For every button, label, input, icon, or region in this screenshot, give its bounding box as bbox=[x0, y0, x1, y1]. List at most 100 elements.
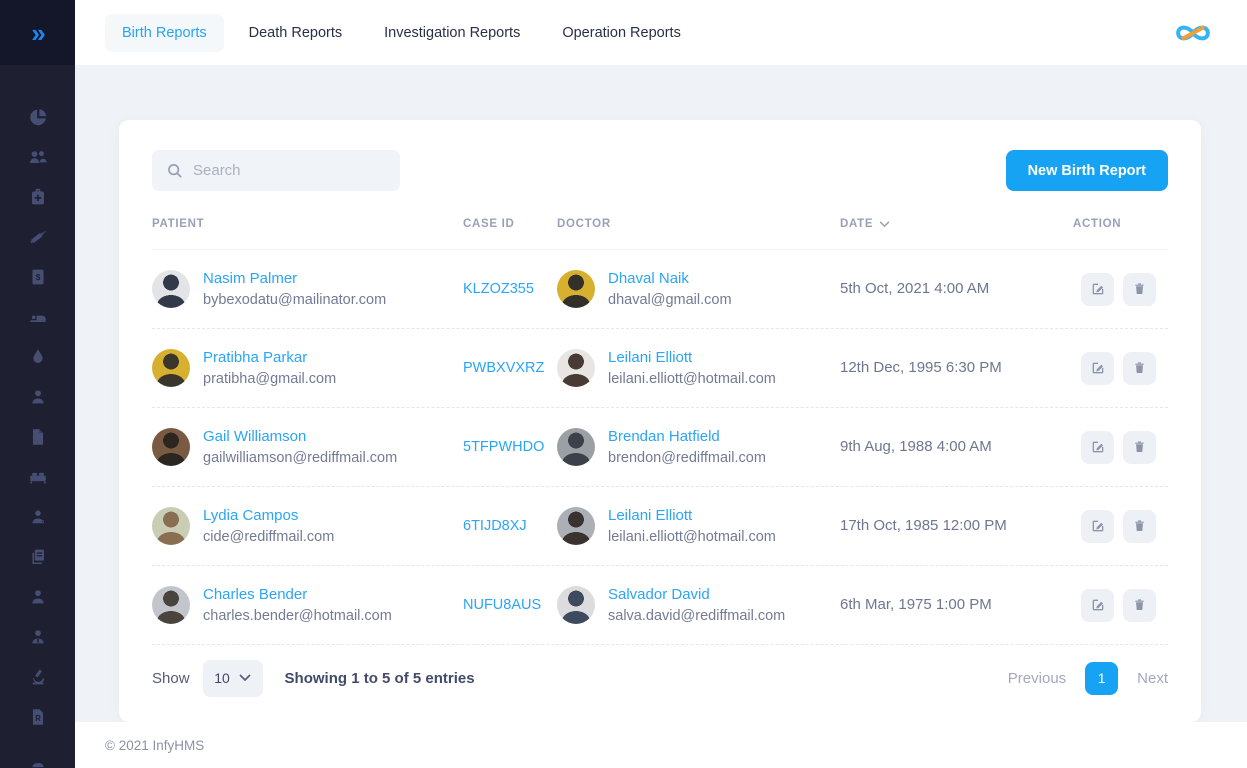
sidebar-item-blood-drop[interactable] bbox=[27, 346, 49, 368]
doctor-cell: Dhaval Naik dhaval@gmail.com bbox=[557, 270, 840, 308]
chevron-down-icon bbox=[239, 674, 251, 681]
patient-name[interactable]: Pratibha Parkar bbox=[203, 349, 308, 366]
table-row: Charles Bender charles.bender@hotmail.co… bbox=[152, 566, 1168, 645]
column-header-patient: PATIENT bbox=[152, 218, 205, 230]
search-input[interactable] bbox=[193, 162, 386, 179]
doctor-email: dhaval@gmail.com bbox=[608, 292, 732, 308]
sidebar-item-medical-kit[interactable] bbox=[27, 186, 49, 208]
doctor-cell: Salvador David salva.david@rediffmail.co… bbox=[557, 586, 840, 624]
report-date: 17th Oct, 1985 12:00 PM bbox=[840, 517, 1007, 534]
column-header-doctor: DOCTOR bbox=[557, 218, 611, 230]
radiology-icon bbox=[32, 762, 43, 768]
tab-operation-reports[interactable]: Operation Reports bbox=[562, 24, 681, 41]
tab-birth-reports[interactable]: Birth Reports bbox=[105, 13, 224, 52]
new-birth-report-button[interactable]: New Birth Report bbox=[1005, 150, 1168, 191]
sidebar-item-invoice[interactable]: $ bbox=[27, 266, 49, 288]
sidebar-item-staff[interactable] bbox=[27, 626, 49, 648]
trash-icon bbox=[1135, 283, 1144, 294]
row-actions bbox=[1073, 588, 1168, 622]
page-number-button[interactable]: 1 bbox=[1085, 661, 1119, 695]
patient-name[interactable]: Charles Bender bbox=[203, 586, 308, 603]
copyright-text: © 2021 InfyHMS bbox=[105, 737, 205, 753]
tab-investigation-reports[interactable]: Investigation Reports bbox=[384, 24, 521, 41]
search-icon bbox=[168, 164, 182, 178]
sidebar-item-users[interactable] bbox=[27, 146, 49, 168]
users-icon bbox=[29, 151, 47, 163]
patient-name[interactable]: Gail Williamson bbox=[203, 428, 307, 445]
table-row: Pratibha Parkar pratibha@gmail.com PWBXV… bbox=[152, 329, 1168, 408]
patient-info: Nasim Palmer bybexodatu@mailinator.com bbox=[203, 270, 386, 308]
sidebar-item-document[interactable] bbox=[27, 426, 49, 448]
sidebar-expand-icon[interactable]: » bbox=[31, 17, 46, 48]
patient-name[interactable]: Lydia Campos bbox=[203, 507, 299, 524]
case-id[interactable]: PWBXVXRZ bbox=[463, 360, 545, 376]
search-box bbox=[152, 150, 400, 191]
case-id[interactable]: 5TFPWHDO bbox=[463, 439, 545, 455]
patient-name[interactable]: Nasim Palmer bbox=[203, 270, 298, 287]
patient-info: Charles Bender charles.bender@hotmail.co… bbox=[203, 586, 392, 624]
previous-page-link[interactable]: Previous bbox=[1007, 669, 1067, 687]
svg-text:R: R bbox=[35, 714, 41, 723]
patient-cell: Charles Bender charles.bender@hotmail.co… bbox=[152, 586, 463, 624]
table-body: Nasim Palmer bybexodatu@mailinator.com K… bbox=[152, 250, 1168, 645]
patient-info: Lydia Campos cide@rediffmail.com bbox=[203, 507, 334, 545]
sidebar: » $ R bbox=[0, 0, 75, 768]
edit-icon bbox=[1092, 441, 1103, 453]
edit-button[interactable] bbox=[1081, 351, 1114, 385]
sidebar-item-prescription[interactable]: R bbox=[27, 706, 49, 728]
edit-button[interactable] bbox=[1081, 588, 1114, 622]
case-id[interactable]: KLZOZ355 bbox=[463, 281, 534, 297]
delete-button[interactable] bbox=[1123, 272, 1156, 306]
doctor-info: Salvador David salva.david@rediffmail.co… bbox=[608, 586, 785, 624]
doctor-name[interactable]: Salvador David bbox=[608, 586, 710, 603]
doctor-avatar bbox=[557, 586, 595, 624]
doctor-name[interactable]: Leilani Elliott bbox=[608, 507, 693, 524]
edit-button[interactable] bbox=[1081, 272, 1114, 306]
pager: Previous 1 Next bbox=[1007, 661, 1168, 695]
table-row: Lydia Campos cide@rediffmail.com 6TIJD8X… bbox=[152, 487, 1168, 566]
entries-summary: Showing 1 to 5 of 5 entries bbox=[284, 669, 475, 687]
sidebar-item-pie-chart[interactable] bbox=[27, 106, 49, 128]
tab-death-reports[interactable]: Death Reports bbox=[248, 24, 343, 41]
patient-icon bbox=[31, 590, 44, 604]
doctor-name[interactable]: Dhaval Naik bbox=[608, 270, 689, 287]
show-label: Show bbox=[152, 669, 190, 687]
sidebar-item-documents[interactable] bbox=[27, 546, 49, 568]
column-header-date[interactable]: DATE bbox=[840, 218, 1065, 230]
sidebar-item-doctor[interactable] bbox=[27, 506, 49, 528]
delete-button[interactable] bbox=[1123, 588, 1156, 622]
doctor-avatar bbox=[557, 349, 595, 387]
delete-button[interactable] bbox=[1123, 509, 1156, 543]
doctor-email: leilani.elliott@hotmail.com bbox=[608, 529, 776, 545]
delete-button[interactable] bbox=[1123, 430, 1156, 464]
microscope-icon bbox=[32, 669, 44, 685]
next-page-link[interactable]: Next bbox=[1137, 669, 1168, 687]
case-id[interactable]: NUFU8AUS bbox=[463, 597, 542, 613]
edit-button[interactable] bbox=[1081, 430, 1114, 464]
edit-icon bbox=[1092, 362, 1103, 374]
edit-icon bbox=[1092, 520, 1103, 532]
page-size-select[interactable]: 10 bbox=[202, 659, 263, 697]
case-id[interactable]: 6TIJD8XJ bbox=[463, 518, 527, 534]
sidebar-item-nurse[interactable] bbox=[27, 386, 49, 408]
table-header-row: PATIENT CASE ID DOCTOR DATE ACTION bbox=[152, 218, 1168, 250]
doctor-name[interactable]: Leilani Elliott bbox=[608, 349, 693, 366]
sidebar-item-double-bed[interactable] bbox=[27, 466, 49, 488]
sidebar-item-microscope[interactable] bbox=[27, 666, 49, 688]
sidebar-item-syringe[interactable] bbox=[27, 226, 49, 248]
patient-avatar bbox=[152, 270, 190, 308]
edit-button[interactable] bbox=[1081, 509, 1114, 543]
patient-cell: Lydia Campos cide@rediffmail.com bbox=[152, 507, 463, 545]
svg-text:$: $ bbox=[35, 273, 40, 282]
delete-button[interactable] bbox=[1123, 351, 1156, 385]
sidebar-item-bed[interactable] bbox=[27, 306, 49, 328]
document-icon bbox=[32, 429, 43, 445]
sidebar-item-patient[interactable] bbox=[27, 586, 49, 608]
sort-chevron-icon bbox=[880, 221, 890, 227]
sidebar-item-radiology[interactable] bbox=[27, 746, 49, 768]
patient-email: charles.bender@hotmail.com bbox=[203, 608, 392, 624]
doctor-name[interactable]: Brendan Hatfield bbox=[608, 428, 720, 445]
prescription-icon: R bbox=[32, 709, 43, 725]
report-date: 12th Dec, 1995 6:30 PM bbox=[840, 359, 1002, 376]
patient-cell: Gail Williamson gailwilliamson@rediffmai… bbox=[152, 428, 463, 466]
